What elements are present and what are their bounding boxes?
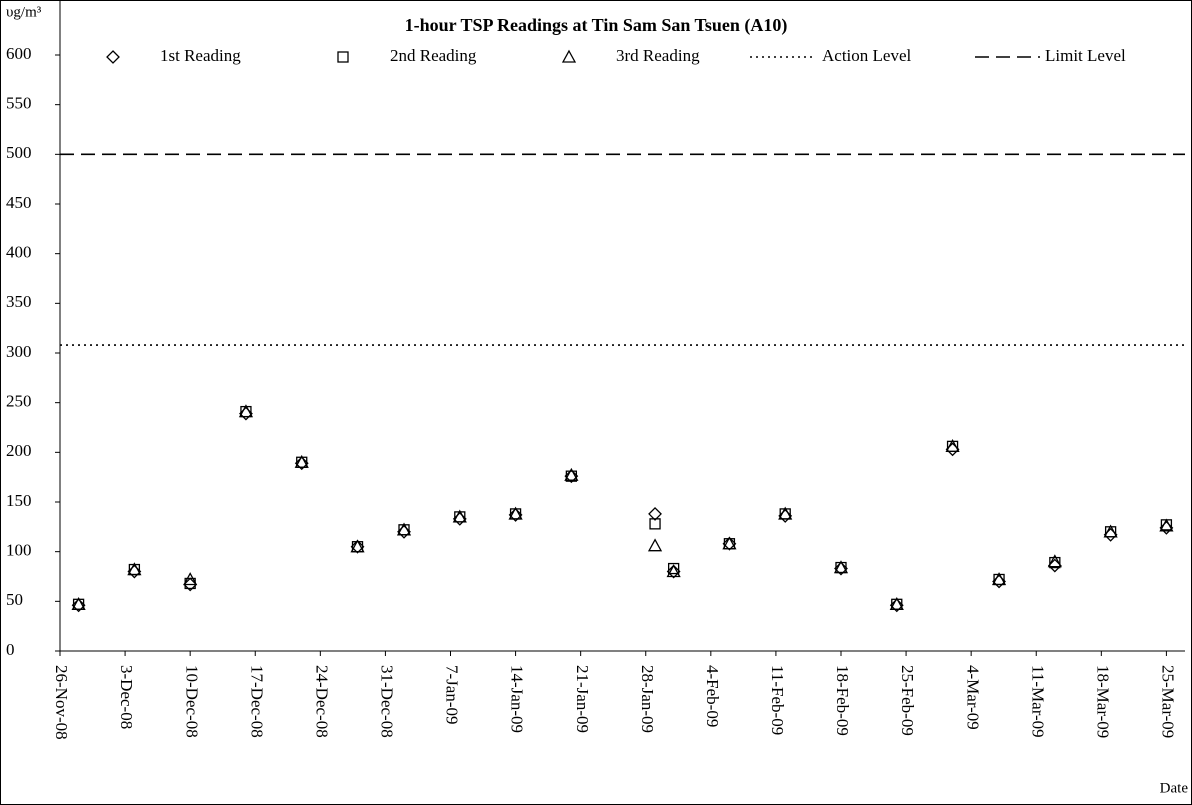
x-tick-label: 25-Mar-09 [1158,665,1177,738]
data-point [1103,524,1118,538]
data-point [834,561,848,576]
data-point [183,572,198,586]
legend-marker [106,50,120,64]
data-point [564,469,579,484]
data-point [666,564,681,578]
x-tick-label: 14-Jan-09 [508,665,527,733]
data-point [778,506,793,520]
x-tick-label: 4-Mar-09 [963,665,982,730]
data-point [508,507,523,522]
y-tick-label: 400 [6,243,32,262]
data-point [71,598,86,613]
y-axis-label: υg/m³ [6,4,42,20]
legend-label: Limit Level [1045,46,1126,65]
data-point [294,454,309,468]
x-tick-label: 28-Jan-09 [638,665,657,733]
x-tick-label: 24-Dec-08 [312,665,331,738]
x-tick-label: 26-Nov-08 [52,665,71,740]
x-tick-label: 11-Feb-09 [768,665,787,735]
y-tick-label: 500 [6,143,32,162]
data-point [238,404,254,418]
x-tick-label: 10-Dec-08 [182,665,201,738]
x-tick-label: 4-Feb-09 [703,665,722,727]
data-point [564,467,579,481]
x-tick-label: 3-Dec-08 [117,665,136,729]
x-tick-label: 18-Mar-09 [1093,665,1112,738]
data-point [722,536,737,550]
y-tick-label: 350 [6,292,32,311]
y-tick-label: 0 [6,640,15,659]
data-point [350,539,365,553]
y-tick-label: 550 [6,94,32,113]
data-point [452,509,467,523]
data-point [647,538,663,552]
y-tick-label: 300 [6,342,32,361]
chart-title: 1-hour TSP Readings at Tin Sam San Tsuen… [405,15,788,36]
data-point [1047,554,1062,568]
data-point [889,596,904,610]
data-point [991,572,1007,586]
data-point [649,518,661,530]
y-tick-label: 600 [6,44,32,63]
data-point [667,562,680,575]
y-tick-label: 450 [6,193,32,212]
data-point [183,577,198,592]
data-point [1159,518,1174,532]
x-axis-label: Date [1160,780,1189,796]
legend-marker [337,51,349,63]
y-tick-label: 100 [6,541,32,560]
data-point [889,598,904,613]
x-tick-label: 25-Feb-09 [898,665,917,736]
data-point [648,507,662,521]
legend-marker [561,49,577,63]
legend-label: 1st Reading [160,46,241,65]
x-tick-label: 31-Dec-08 [378,665,397,738]
x-tick-label: 7-Jan-09 [443,665,462,724]
y-tick-label: 150 [6,491,32,510]
data-point [294,456,309,471]
x-tick-label: 21-Jan-09 [573,665,592,733]
data-point [565,470,578,482]
y-tick-label: 50 [6,590,23,609]
legend-label: 2nd Reading [390,46,477,65]
data-point [833,560,849,574]
data-point [1049,556,1061,569]
x-tick-label: 18-Feb-09 [833,665,852,736]
legend-label: 3rd Reading [616,46,700,65]
x-tick-label: 11-Mar-09 [1028,665,1047,738]
y-tick-label: 200 [6,441,32,460]
data-point [396,522,412,536]
y-tick-label: 250 [6,392,32,411]
data-point [508,506,523,520]
data-point [71,596,86,610]
data-point [945,439,960,453]
data-point [666,564,681,579]
data-point [350,539,365,554]
data-point [722,536,737,551]
x-tick-label: 17-Dec-08 [247,665,266,738]
legend-label: Action Level [822,46,911,65]
data-point [127,562,142,576]
